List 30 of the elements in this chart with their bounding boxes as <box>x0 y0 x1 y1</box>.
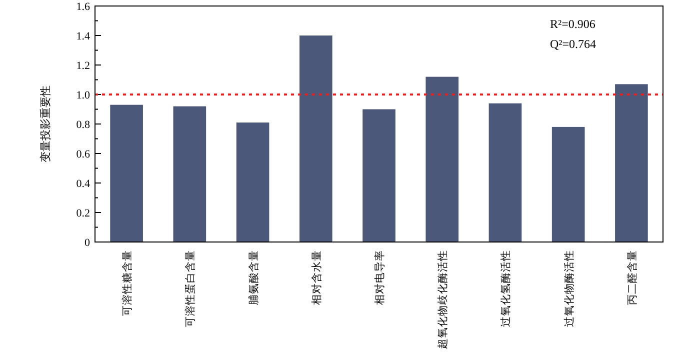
bar <box>173 106 206 242</box>
x-tick-label: 相对含水量 <box>310 250 323 305</box>
x-tick-label: 可溶性糖含量 <box>120 250 134 316</box>
y-tick-label: 1.0 <box>76 90 90 102</box>
bar <box>426 76 459 242</box>
y-tick-label: 0.8 <box>76 119 90 131</box>
x-tick-label: 可溶性蛋白含量 <box>184 250 197 327</box>
bar <box>110 104 143 242</box>
bar <box>299 36 332 242</box>
x-tick-label: 过氧化氢酶活性 <box>499 250 512 327</box>
bar <box>552 126 585 242</box>
x-tick-label: 丙二醛含量 <box>625 250 638 305</box>
annotation: Q²=0.764 <box>550 37 596 51</box>
x-tick-label: 相对电导率 <box>373 250 386 305</box>
x-tick-label: 过氧化物酶活性 <box>562 250 576 327</box>
y-tick-label: 0.4 <box>76 178 90 190</box>
y-tick-label: 0.6 <box>76 148 90 160</box>
bar <box>236 122 270 242</box>
bar <box>615 84 648 242</box>
y-tick-label: 1.2 <box>76 60 90 72</box>
bar <box>488 103 522 242</box>
annotation: R²=0.906 <box>550 17 596 31</box>
x-tick-label: 脯氨酸含量 <box>246 250 260 305</box>
y-tick-label: 1.6 <box>76 1 90 13</box>
y-axis-title: 变量投影重要性 <box>39 86 52 162</box>
bar <box>362 109 396 242</box>
y-tick-label: 0 <box>84 237 90 249</box>
x-tick-label: 超氧化物歧化酶活性 <box>436 250 450 349</box>
y-tick-label: 1.4 <box>76 30 90 42</box>
y-tick-label: 0.2 <box>76 208 90 220</box>
